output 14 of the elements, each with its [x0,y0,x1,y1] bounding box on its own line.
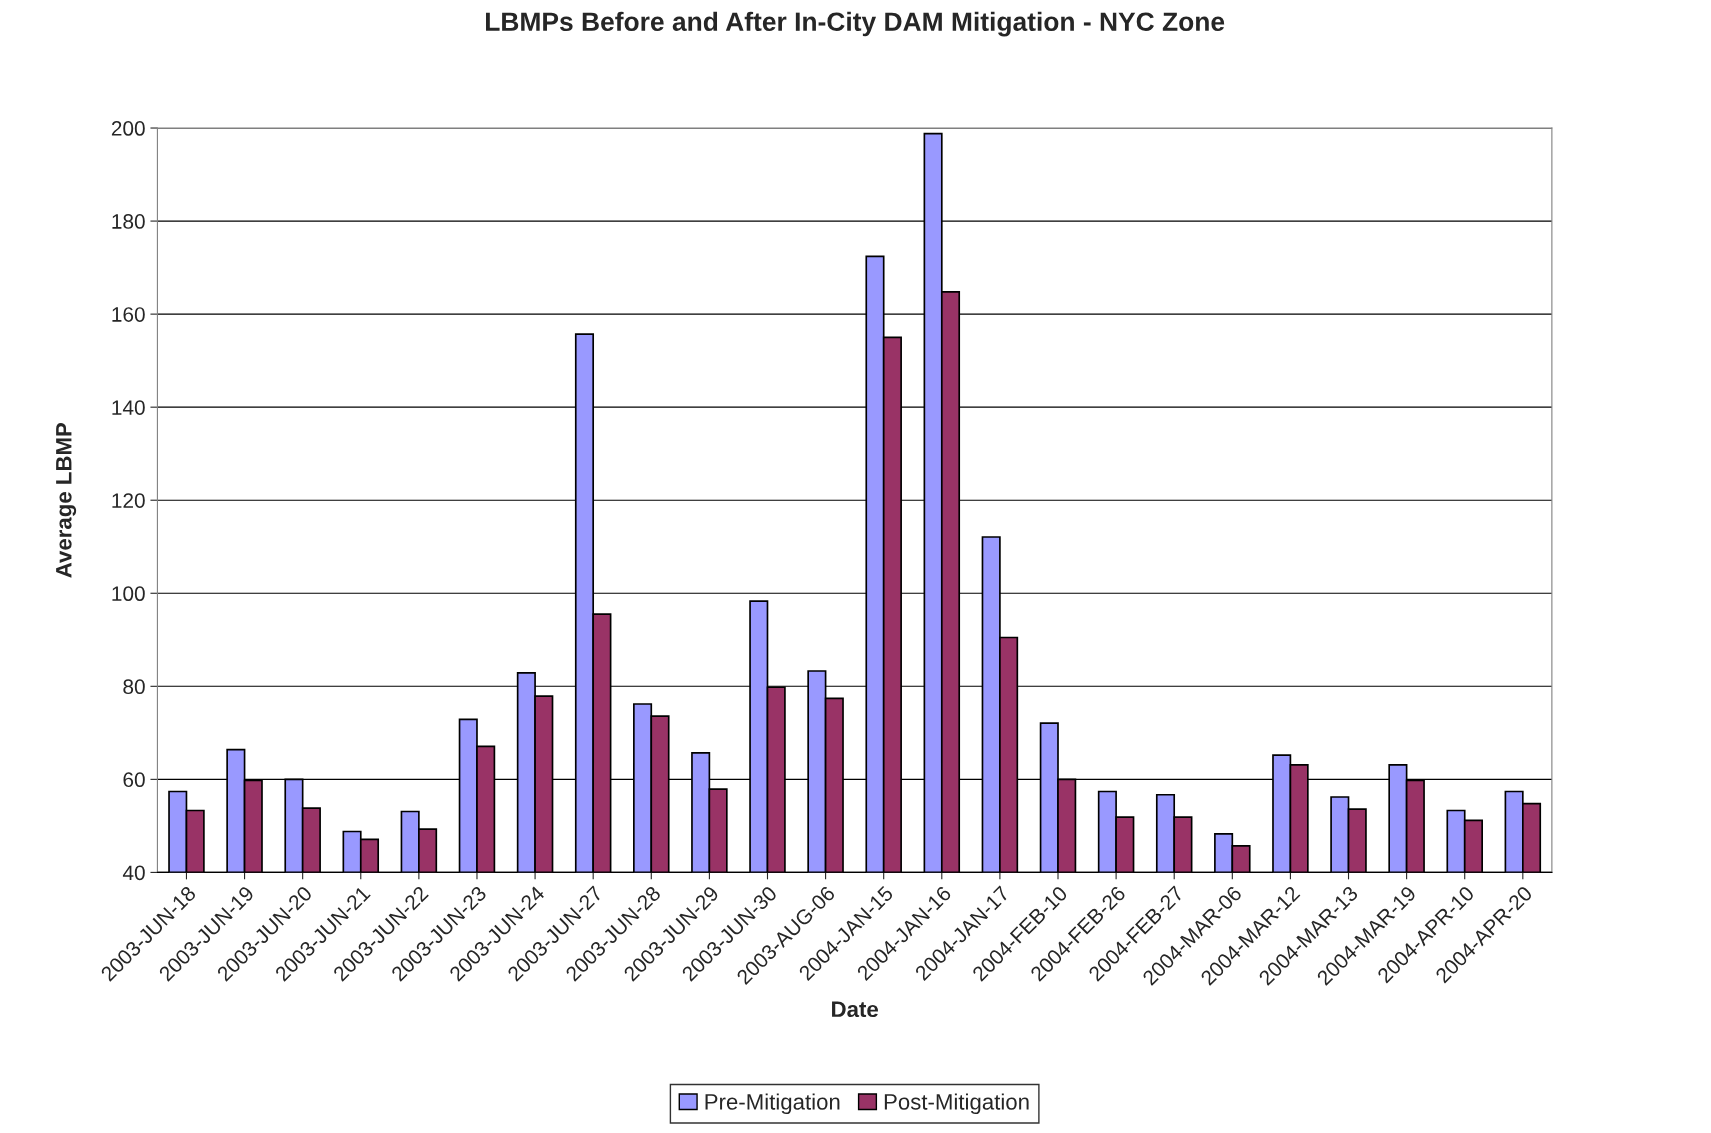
y-axis-title: Average LBMP [56,422,77,578]
y-tick-label: 60 [123,772,145,788]
legend-label: Pre-Mitigation [705,1093,840,1115]
y-tick-label: 80 [123,679,145,695]
y-tick-label: 40 [122,865,145,881]
y-tick-label: 160 [112,307,145,322]
x-axis-title: Date [832,1001,878,1018]
legend-label: Post-Mitigation [884,1093,1029,1115]
chart-title: LBMPs Before and After In-City DAM Mitigation - NYC Zone [486,11,1225,37]
y-tick-label: 140 [112,400,145,415]
y-tick-label: 120 [112,493,145,508]
y-tick-label: 100 [112,586,145,602]
y-tick-label: 180 [112,214,145,229]
y-tick-label: 200 [111,121,145,136]
